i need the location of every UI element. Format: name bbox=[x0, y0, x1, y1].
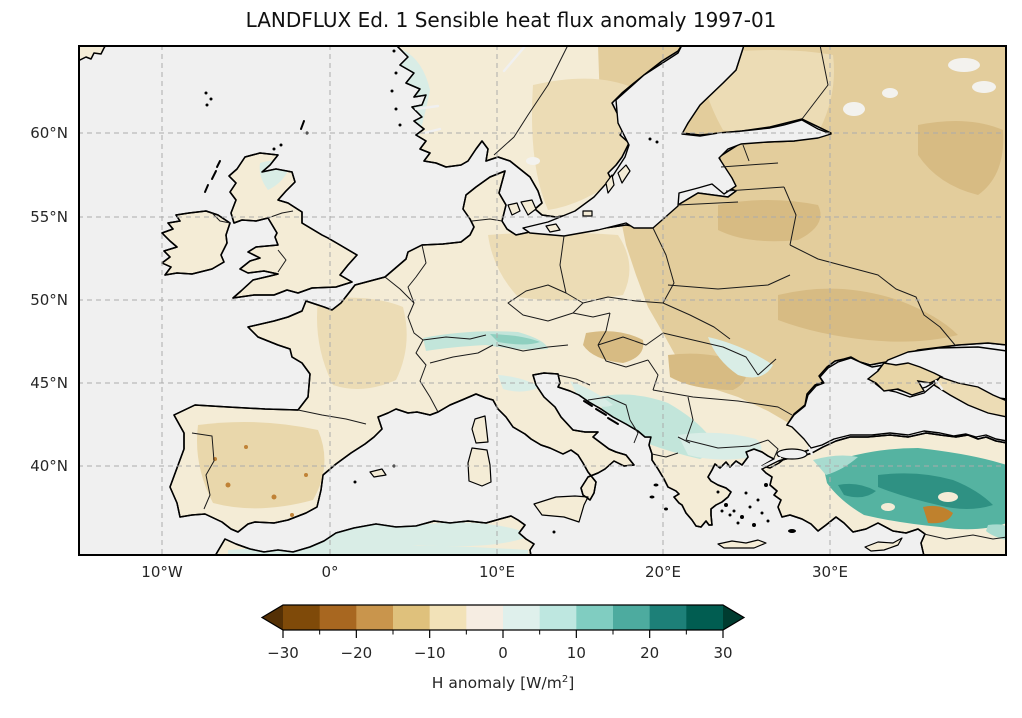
lakes bbox=[526, 58, 996, 165]
colorbar: −30 −20 −10 0 10 20 30 bbox=[260, 604, 746, 662]
colorbar-tick-label: 30 bbox=[713, 644, 732, 662]
hardanger-fjord bbox=[422, 127, 442, 135]
colorbar-segment bbox=[283, 605, 321, 630]
adriatic-islands bbox=[583, 400, 619, 425]
colorbar-segment bbox=[466, 605, 504, 630]
norway-skerries bbox=[390, 49, 402, 127]
baltic-sea bbox=[522, 45, 832, 237]
border-denmark-germany bbox=[471, 218, 503, 222]
colorbar-under-arrow bbox=[262, 605, 283, 630]
seas-overlays bbox=[414, 45, 1007, 469]
colorbar-segment bbox=[649, 605, 687, 630]
colorbar-tick-label: 10 bbox=[567, 644, 586, 662]
colorbar-segment bbox=[319, 605, 357, 630]
small-islands bbox=[204, 49, 796, 534]
border-norway-sweden bbox=[493, 45, 569, 156]
bornholm-island bbox=[582, 210, 593, 217]
lake-onega bbox=[882, 88, 898, 98]
lake-vanern bbox=[526, 157, 540, 165]
border-scotland-england bbox=[267, 210, 294, 219]
sea-of-marmara bbox=[776, 448, 808, 460]
colorbar-tick-label: −10 bbox=[414, 644, 446, 662]
sognefjord bbox=[414, 104, 440, 111]
x-tick-label: 30°E bbox=[811, 563, 849, 581]
black-sea bbox=[786, 357, 1007, 449]
colorbar-segment bbox=[686, 605, 724, 630]
border-czechia bbox=[507, 284, 584, 322]
x-tick-label: 10°E bbox=[478, 563, 516, 581]
crimea-peninsula bbox=[866, 362, 944, 396]
colorbar-over-arrow bbox=[723, 605, 744, 630]
border-turkey-syria bbox=[923, 533, 1007, 540]
aegean-islands bbox=[716, 483, 796, 533]
border-portugal-spain bbox=[191, 432, 215, 510]
funen-island bbox=[507, 202, 521, 216]
colorbar-segment bbox=[503, 605, 541, 630]
border-france-east bbox=[415, 339, 439, 413]
europe-anomaly-map bbox=[78, 45, 1007, 556]
country-borders bbox=[191, 45, 1007, 540]
border-germany-west bbox=[407, 244, 427, 341]
border-germany-poland bbox=[559, 235, 567, 294]
x-tick-label: 10°W bbox=[141, 563, 183, 581]
border-danube bbox=[652, 389, 793, 416]
colorbar-tick-label: 0 bbox=[498, 644, 508, 662]
faroe-islands bbox=[204, 91, 213, 107]
map-plot-area bbox=[78, 45, 1007, 556]
border-poland-east bbox=[652, 227, 675, 304]
colorbar-ticks bbox=[282, 630, 724, 638]
lake-ladoga bbox=[843, 102, 865, 116]
colorbar-segment bbox=[393, 605, 431, 630]
border-romania-north bbox=[662, 332, 759, 376]
zealand-island bbox=[520, 199, 537, 216]
colorbar-tick-label: −20 bbox=[341, 644, 373, 662]
mallorca-island bbox=[369, 468, 387, 478]
kerch-strait bbox=[934, 379, 944, 391]
colorbar-segments bbox=[283, 605, 724, 630]
border-pyrenees bbox=[297, 409, 367, 425]
colorbar-segment bbox=[613, 605, 651, 630]
border-finland-russia bbox=[801, 45, 829, 120]
bosporus-strait bbox=[807, 446, 814, 456]
x-tick-label: 0° bbox=[321, 563, 339, 581]
y-tick-label: 50°N bbox=[30, 291, 68, 309]
trondheim-fjord bbox=[502, 45, 528, 73]
colorbar-tick-labels: −30 −20 −10 0 10 20 30 bbox=[267, 644, 732, 662]
ruegen-island bbox=[545, 223, 561, 233]
colorbar-tick-label: 20 bbox=[640, 644, 659, 662]
x-tick-label: 20°E bbox=[644, 563, 682, 581]
map-frame bbox=[78, 45, 1007, 556]
y-tick-label: 45°N bbox=[30, 374, 68, 392]
graticule-gridlines bbox=[78, 45, 1007, 556]
colorbar-tick-label: −30 bbox=[267, 644, 299, 662]
oland-island bbox=[605, 174, 615, 194]
figure-title: LANDFLUX Ed. 1 Sensible heat flux anomal… bbox=[245, 8, 777, 32]
y-tick-label: 40°N bbox=[30, 457, 68, 475]
y-tick-label: 60°N bbox=[30, 124, 68, 142]
ionian-islands bbox=[649, 483, 668, 511]
colorbar-segment bbox=[429, 605, 467, 630]
scottish-islands bbox=[204, 120, 309, 193]
colorbar-axis-label: H anomaly [W/m2] bbox=[431, 674, 575, 693]
border-bulgaria-greece bbox=[685, 439, 769, 449]
border-ukraine-russia bbox=[789, 244, 956, 346]
colorbar-segment bbox=[539, 605, 577, 630]
y-tick-label: 55°N bbox=[30, 208, 68, 226]
colorbar-segment bbox=[576, 605, 614, 630]
colorbar-segment bbox=[356, 605, 394, 630]
gotland-island bbox=[617, 164, 631, 184]
baltic-islands bbox=[507, 137, 659, 233]
